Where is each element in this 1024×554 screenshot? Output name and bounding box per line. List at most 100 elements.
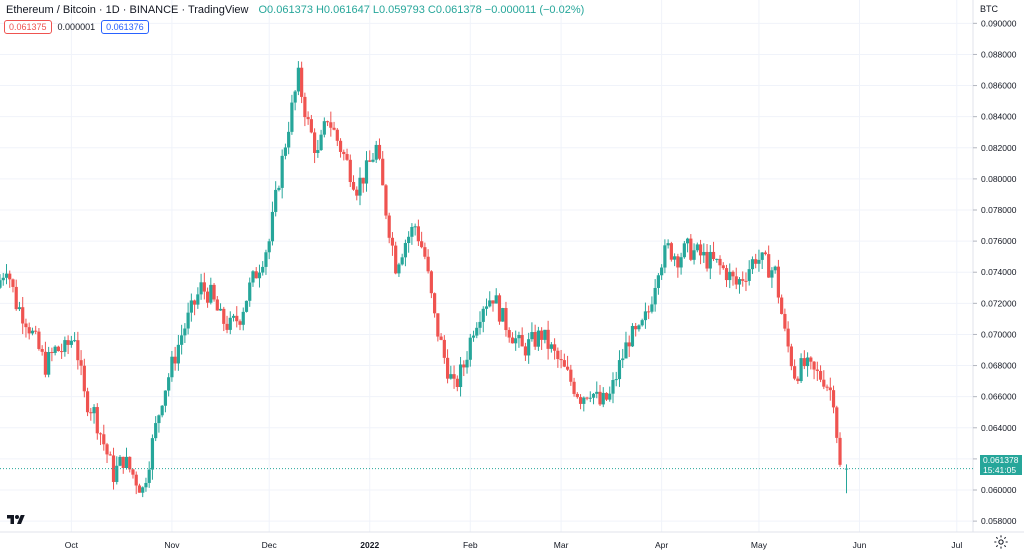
candle-body xyxy=(715,258,719,260)
candle-body xyxy=(381,158,385,186)
candle-body xyxy=(355,189,359,196)
candle-body xyxy=(105,444,109,455)
y-tick-label: 0.068000 xyxy=(981,361,1017,371)
grid xyxy=(0,0,973,532)
candle-body xyxy=(582,397,586,404)
candle-body xyxy=(828,387,832,391)
y-tick-label: 0.082000 xyxy=(981,143,1017,153)
candle-body xyxy=(669,243,673,260)
candle-body xyxy=(261,266,265,273)
candle-body xyxy=(264,252,268,267)
candle-body xyxy=(702,251,706,256)
candle-body xyxy=(445,357,450,379)
candle-body xyxy=(193,300,197,305)
candle-body xyxy=(92,407,96,414)
y-tick-label: 0.070000 xyxy=(981,329,1017,339)
candle-body xyxy=(562,360,566,367)
candle-body xyxy=(439,336,443,340)
candle-body xyxy=(585,397,589,399)
candle-body xyxy=(757,259,761,264)
candle-body xyxy=(377,144,382,159)
candle-body xyxy=(24,323,28,328)
x-tick-label: May xyxy=(751,540,768,550)
candle-body xyxy=(763,252,768,255)
candle-body xyxy=(231,315,236,318)
candle-body xyxy=(436,313,440,337)
candle-body xyxy=(698,244,703,256)
candle-body xyxy=(692,250,696,260)
candle-body xyxy=(475,327,479,336)
tradingview-logo-icon[interactable] xyxy=(7,513,25,527)
candle-body xyxy=(556,350,560,360)
last-price-value: 0.061378 xyxy=(983,455,1019,465)
candle-body xyxy=(27,327,31,334)
candle-body xyxy=(705,251,709,269)
candle-body xyxy=(734,276,738,285)
candle-body xyxy=(56,346,60,352)
candle-body xyxy=(442,339,446,358)
candle-body xyxy=(731,271,735,277)
y-tick-label: 0.078000 xyxy=(981,205,1017,215)
candle-body xyxy=(167,377,171,391)
candle-body xyxy=(433,293,437,314)
candle-body xyxy=(689,238,693,260)
candle-body xyxy=(183,328,187,336)
candle-body xyxy=(235,315,239,322)
candle-body xyxy=(79,360,83,366)
candle-body xyxy=(497,295,502,322)
candle-body xyxy=(647,311,651,313)
time-axis[interactable]: Oct Nov Dec 2022 Feb Mar Apr May Jun Jul xyxy=(65,540,963,550)
candle-body xyxy=(673,256,677,260)
candle-body xyxy=(248,282,252,301)
candle-body xyxy=(426,256,430,272)
candle-body xyxy=(770,270,774,278)
candle-body xyxy=(468,337,472,360)
candle-body xyxy=(523,346,528,356)
price-unit-label[interactable]: BTC xyxy=(980,4,998,14)
candle-body xyxy=(277,187,281,190)
y-tick-label: 0.086000 xyxy=(981,81,1017,91)
ask-price-button[interactable]: 0.061376 xyxy=(101,20,149,34)
candle-body xyxy=(60,351,64,353)
candle-body xyxy=(115,465,119,482)
candle-body xyxy=(338,140,343,152)
candle-body xyxy=(50,352,54,354)
candle-body xyxy=(144,482,148,488)
symbol-title[interactable]: Ethereum / Bitcoin · 1D · BINANCE · Trad… xyxy=(6,4,249,16)
chart-header: Ethereum / Bitcoin · 1D · BINANCE · Trad… xyxy=(6,4,584,16)
candle-body xyxy=(507,330,511,338)
candle-body xyxy=(40,348,44,352)
candle-body xyxy=(118,456,122,466)
price-axis[interactable]: 0.0580000.0600000.0620000.0640000.066000… xyxy=(973,18,1017,526)
candle-body xyxy=(348,159,352,182)
x-tick-label: Oct xyxy=(65,540,79,550)
gear-icon[interactable] xyxy=(993,534,1009,550)
candle-body xyxy=(572,381,576,394)
candle-body xyxy=(63,340,67,352)
candle-body xyxy=(131,469,135,475)
candle-body xyxy=(199,282,203,295)
candle-body xyxy=(510,337,515,344)
x-tick-label: 2022 xyxy=(360,540,379,550)
candle-body xyxy=(604,392,609,400)
candle-body xyxy=(501,308,505,322)
candle-body xyxy=(825,386,829,388)
candle-body xyxy=(173,356,177,364)
bid-price-button[interactable]: 0.061375 xyxy=(4,20,52,34)
candle-body xyxy=(147,469,151,483)
candle-body xyxy=(374,144,378,160)
candle-body xyxy=(267,241,271,253)
x-tick-label: Nov xyxy=(164,540,180,550)
candle-body xyxy=(624,342,628,359)
candle-body xyxy=(150,438,155,470)
candle-body xyxy=(98,433,103,435)
candle-body xyxy=(831,390,836,408)
candle-body xyxy=(416,226,420,242)
candle-body xyxy=(361,177,365,184)
candle-body xyxy=(394,245,398,274)
candle-body xyxy=(643,311,648,321)
candle-body xyxy=(553,344,557,351)
candle-body xyxy=(666,243,670,246)
candle-body xyxy=(481,308,485,322)
